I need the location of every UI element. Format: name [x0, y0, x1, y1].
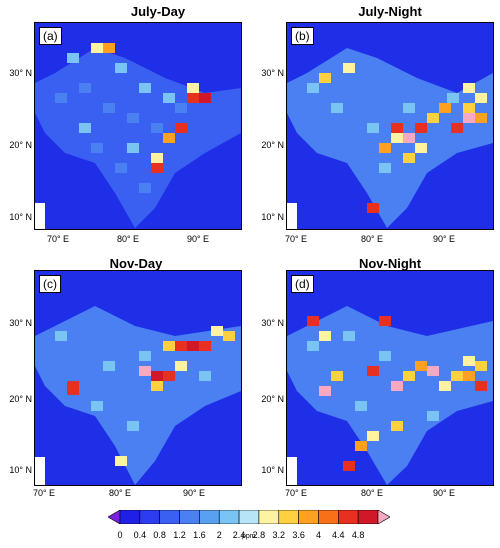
x-tick-80: 80° E: [108, 488, 132, 498]
y-tick-20: 20° N: [9, 140, 32, 150]
x-tick-70: 70° E: [32, 488, 56, 498]
y-tick-10: 10° N: [261, 212, 284, 222]
x-tick-80: 80° E: [360, 488, 384, 498]
panel-title: Nov-Night: [358, 256, 422, 271]
concentration-grid: [287, 23, 493, 229]
y-tick-30: 30° N: [9, 318, 32, 328]
x-tick-90: 90° E: [182, 488, 206, 498]
y-tick-10: 10° N: [261, 465, 284, 475]
map-july-day: (a): [34, 22, 242, 230]
y-tick-20: 20° N: [261, 140, 284, 150]
y-tick-10: 10° N: [9, 465, 32, 475]
y-tick-20: 20° N: [261, 394, 284, 404]
panel-label: (a): [39, 27, 62, 45]
colorbar-unit: ppm: [242, 533, 256, 540]
x-tick-80: 80° E: [116, 234, 140, 244]
panel-label: (d): [291, 275, 314, 293]
map-july-night: (b): [286, 22, 494, 230]
colorbar-segment: [119, 510, 141, 524]
panel-title: Nov-Day: [109, 256, 163, 271]
x-tick-70: 70° E: [284, 488, 308, 498]
colorbar-tick-label: 1.2: [173, 530, 186, 540]
y-tick-30: 30° N: [261, 68, 284, 78]
colorbar-segment: [258, 510, 280, 524]
y-tick-30: 30° N: [9, 68, 32, 78]
colorbar-segment: [338, 510, 359, 524]
x-tick-90: 90° E: [432, 234, 456, 244]
x-tick-70: 70° E: [46, 234, 70, 244]
colorbar-segment: [278, 510, 299, 524]
colorbar: [108, 510, 390, 524]
y-tick-10: 10° N: [9, 212, 32, 222]
colorbar-segment: [199, 510, 220, 524]
colorbar-tick-label: 1.6: [193, 530, 206, 540]
colorbar-tick-label: 0: [117, 530, 123, 540]
x-tick-90: 90° E: [186, 234, 210, 244]
colorbar-tick-label: 2: [216, 530, 222, 540]
y-tick-30: 30° N: [261, 318, 284, 328]
colorbar-segment: [159, 510, 180, 524]
colorbar-tick-label: 0.4: [133, 530, 147, 540]
colorbar-min-arrow: [108, 510, 121, 524]
y-tick-20: 20° N: [9, 394, 32, 404]
colorbar-segment: [238, 510, 260, 524]
panel-label: (c): [39, 275, 61, 293]
colorbar-max-arrow: [377, 510, 390, 524]
x-tick-80: 80° E: [360, 234, 384, 244]
colorbar-tick-label: 4.8: [351, 530, 365, 540]
panel-title: July-Day: [130, 4, 186, 19]
x-tick-90: 90° E: [432, 488, 456, 498]
colorbar-segment: [298, 510, 319, 524]
colorbar-tick-label: 4.4: [332, 530, 345, 540]
colorbar-segment: [139, 510, 160, 524]
colorbar-segment: [318, 510, 339, 524]
concentration-grid: [35, 271, 241, 485]
concentration-grid: [35, 23, 241, 229]
colorbar-segment: [357, 510, 379, 524]
colorbar-segment: [218, 510, 240, 524]
panel-title: July-Night: [358, 4, 422, 19]
colorbar-segment: [179, 510, 200, 524]
colorbar-tick-label: 2.4: [232, 530, 246, 540]
map-nov-day: (c): [34, 270, 242, 486]
colorbar-tick-label: 2.8: [252, 530, 266, 540]
concentration-grid: [287, 271, 493, 485]
colorbar-tick-label: 3.6: [292, 530, 305, 540]
colorbar-tick-label: 0.8: [153, 530, 166, 540]
x-tick-70: 70° E: [284, 234, 308, 244]
panel-label: (b): [291, 27, 314, 45]
map-nov-night: (d): [286, 270, 494, 486]
colorbar-tick-label: 3.2: [272, 530, 286, 540]
colorbar-tick-label: 4: [315, 530, 321, 540]
